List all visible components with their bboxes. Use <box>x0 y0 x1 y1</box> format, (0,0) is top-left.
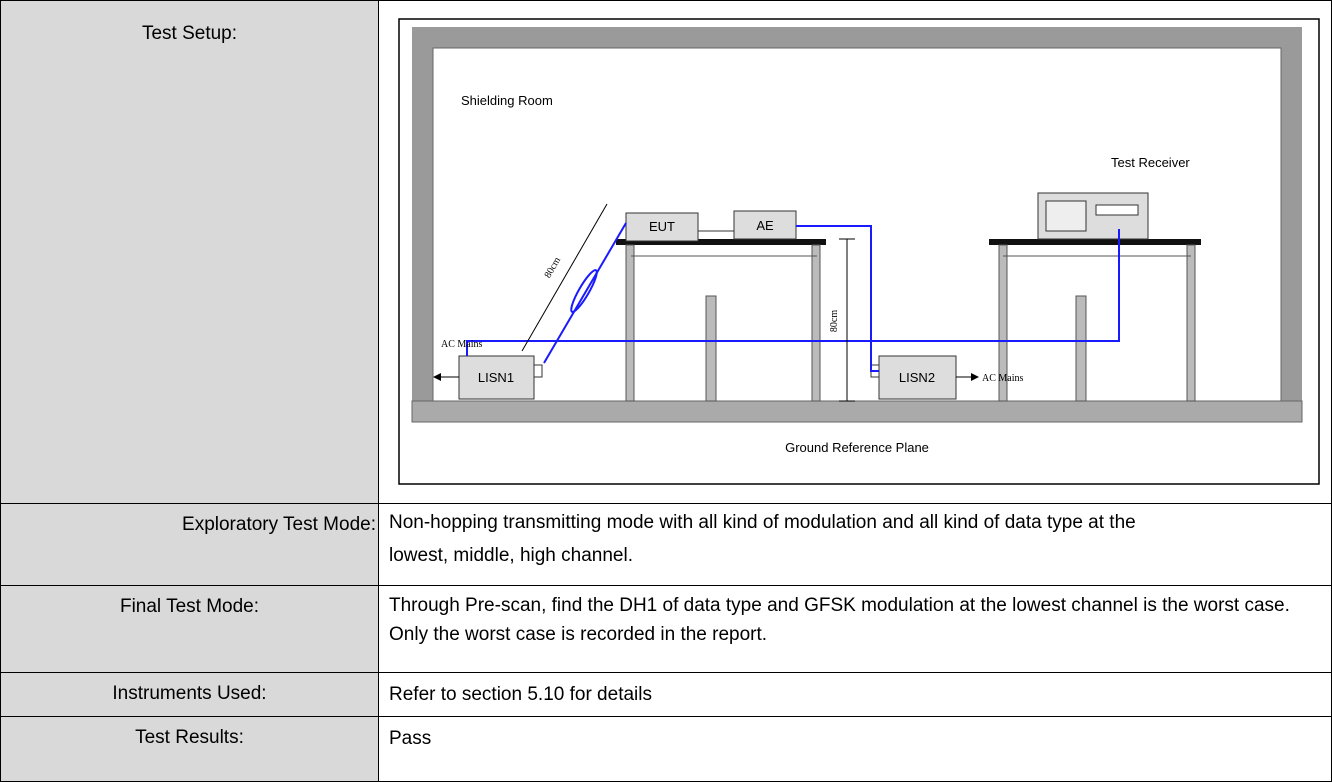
row: Instruments Used: Refer to section 5.10 … <box>0 672 1332 717</box>
row: Test Setup: Shielding Room Test Receiver… <box>0 0 1332 504</box>
table-leg <box>998 244 1008 402</box>
label: Test Results: <box>135 727 244 748</box>
dimension <box>521 203 608 352</box>
paragraph: Only the worst case is recorded in the r… <box>389 623 768 645</box>
table-leg <box>1186 244 1196 402</box>
table-leg <box>811 244 821 402</box>
label-cell: Test Results: <box>0 716 379 782</box>
row: Test Results: Pass <box>0 716 1332 782</box>
row: Exploratory Test Mode: Non-hopping trans… <box>0 503 1332 586</box>
eut-box <box>625 212 699 242</box>
ground-plane <box>411 400 1303 423</box>
setup-diagram: Shielding Room Test Receiver EUT AE LISN… <box>398 18 1320 485</box>
label: Exploratory Test Mode: <box>182 514 376 535</box>
arrow-head <box>433 373 441 381</box>
paragraph: Non-hopping transmitting mode with all k… <box>389 512 1136 567</box>
receiver-label: Test Receiver <box>1111 155 1190 170</box>
lisn1-label: LISN1 <box>478 370 514 385</box>
room-inside <box>432 47 1282 402</box>
label: Test Setup: <box>141 23 238 44</box>
room-label: Shielding Room <box>461 93 553 108</box>
label: Instruments Used: <box>112 683 267 704</box>
label-cell: Instruments Used: <box>0 672 379 717</box>
table-leg <box>1075 295 1087 402</box>
row: Final Test Mode: Through Pre-scan, find … <box>0 585 1332 673</box>
content-cell: Through Pre-scan, find the DH1 of data t… <box>378 585 1332 673</box>
label-cell: Final Test Mode: <box>0 585 379 673</box>
arrow-head <box>971 373 979 381</box>
table-leg <box>625 244 635 402</box>
ground-label: Ground Reference Plane <box>785 440 929 455</box>
height-label: 80cm <box>829 310 840 332</box>
mains-label: AC Mains <box>441 339 483 350</box>
diagram-cell: Shielding Room Test Receiver EUT AE LISN… <box>378 0 1332 504</box>
cables <box>466 222 1120 372</box>
label-cell: Test Setup: <box>0 0 379 504</box>
table-leg <box>705 295 717 402</box>
table-top <box>616 239 826 245</box>
label: Final Test Mode: <box>119 596 260 617</box>
eut-label: EUT <box>649 219 675 234</box>
ae-label: AE <box>756 218 774 233</box>
mains-label: AC Mains <box>982 373 1024 384</box>
table-top <box>989 239 1201 245</box>
lisn-port <box>533 364 543 378</box>
paragraph: Pass <box>389 728 432 749</box>
lisn2-label: LISN2 <box>899 370 935 385</box>
receiver-screen <box>1045 200 1087 232</box>
receiver-display <box>1095 204 1139 216</box>
label-cell: Exploratory Test Mode: <box>0 503 379 586</box>
content-cell: Non-hopping transmitting mode with all k… <box>378 503 1332 586</box>
content-cell: Refer to section 5.10 for details <box>378 672 1332 717</box>
paragraph: Refer to section 5.10 for details <box>389 684 652 705</box>
content-cell: Pass <box>378 716 1332 782</box>
paragraph: Through Pre-scan, find the DH1 of data t… <box>389 595 1290 616</box>
lisn2-box <box>878 355 957 400</box>
